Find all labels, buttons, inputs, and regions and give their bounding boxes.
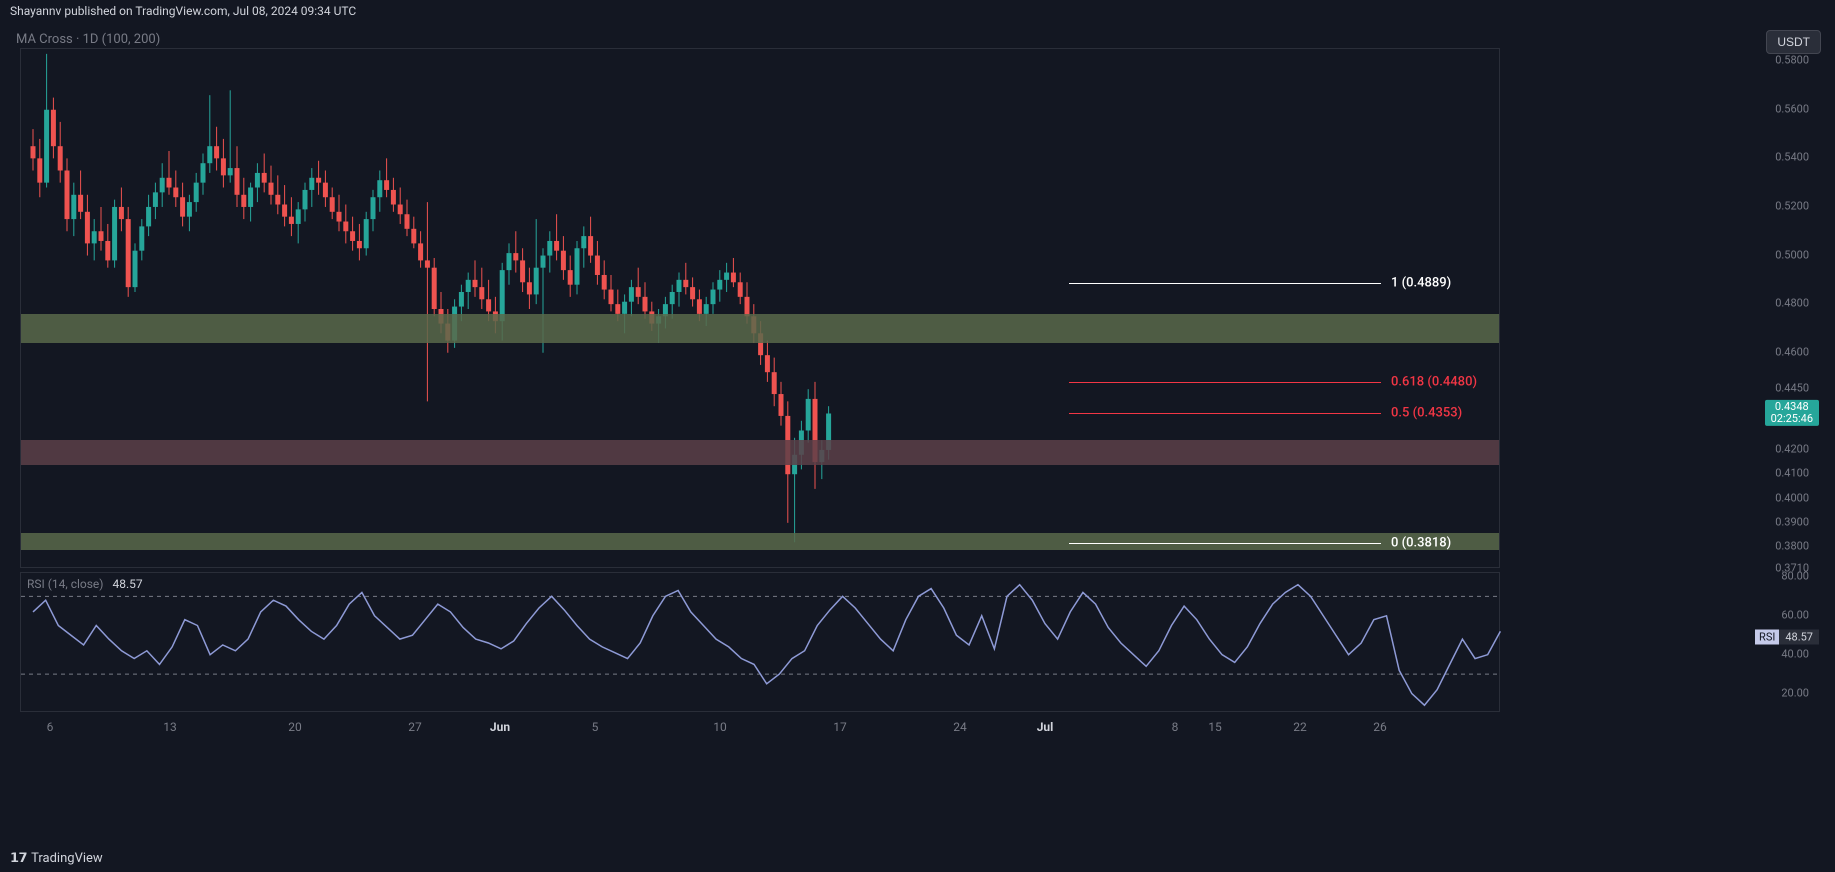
time-tick: Jul bbox=[1037, 720, 1054, 734]
chart-area: MA Cross · 1D (100, 200) USDT 1 (0.4889)… bbox=[10, 24, 1835, 842]
time-tick: 10 bbox=[713, 720, 727, 734]
fib-label: 0.618 (0.4480) bbox=[1391, 374, 1477, 389]
time-tick: 20 bbox=[288, 720, 302, 734]
y-tick: 0.4600 bbox=[1775, 345, 1809, 358]
y-tick: 0.5400 bbox=[1775, 151, 1809, 164]
price-zone bbox=[21, 440, 1499, 464]
rsi-y-tick: 60.00 bbox=[1781, 608, 1809, 621]
time-tick: 22 bbox=[1293, 720, 1307, 734]
y-tick: 0.4800 bbox=[1775, 297, 1809, 310]
brand-text: TradingView bbox=[31, 851, 103, 866]
price-panel[interactable]: 1 (0.4889) 0.618 (0.4480) 0.5 (0.4353) 0 (0… bbox=[20, 48, 1500, 568]
rsi-chart[interactable] bbox=[21, 573, 1501, 713]
price-y-axis: 0.5800 0.5600 0.5400 0.5200 0.5000 0.4800 0.46… bbox=[1763, 48, 1823, 568]
rsi-y-tick: 20.00 bbox=[1781, 686, 1809, 699]
y-tick: 0.5600 bbox=[1775, 102, 1809, 115]
time-tick: 17 bbox=[833, 720, 847, 734]
price-zone bbox=[21, 314, 1499, 343]
fib-label: 0.5 (0.4353) bbox=[1391, 405, 1462, 420]
fib-label: 0 (0.3818) bbox=[1391, 535, 1451, 550]
indicator-label: MA Cross · 1D (100, 200) bbox=[16, 32, 160, 47]
rsi-panel[interactable]: RSI (14, close) 48.57 bbox=[20, 572, 1500, 712]
fib-label: 1 (0.4889) bbox=[1391, 275, 1451, 290]
fib-line[interactable] bbox=[1069, 382, 1381, 384]
fib-line[interactable] bbox=[1069, 413, 1381, 415]
time-tick: 8 bbox=[1172, 720, 1179, 734]
fib-line[interactable] bbox=[1069, 283, 1381, 285]
time-tick: 24 bbox=[953, 720, 967, 734]
current-price-flag: 0.434802:25:46 bbox=[1765, 400, 1819, 426]
rsi-label: RSI (14, close) 48.57 bbox=[27, 577, 143, 591]
time-tick: 15 bbox=[1208, 720, 1222, 734]
time-axis: 6 13 20 27 Jun 5 10 17 24 Jul 8 15 22 26 bbox=[20, 716, 1500, 740]
time-tick: 6 bbox=[47, 720, 54, 734]
y-tick: 0.3900 bbox=[1775, 515, 1809, 528]
y-tick: 0.4000 bbox=[1775, 491, 1809, 504]
publish-text: Shayannv published on TradingView.com, J… bbox=[10, 4, 356, 18]
y-tick: 0.4450 bbox=[1775, 382, 1809, 395]
time-tick: 13 bbox=[163, 720, 177, 734]
rsi-label-text: RSI (14, close) bbox=[27, 577, 103, 591]
rsi-y-tick: 80.00 bbox=[1781, 569, 1809, 582]
publish-header: Shayannv published on TradingView.com, J… bbox=[0, 0, 1835, 24]
time-tick: Jun bbox=[490, 720, 510, 734]
y-tick: 0.3800 bbox=[1775, 540, 1809, 553]
time-tick: 5 bbox=[592, 720, 599, 734]
rsi-value-text: 48.57 bbox=[112, 577, 142, 591]
y-tick: 0.4200 bbox=[1775, 442, 1809, 455]
y-tick: 0.5000 bbox=[1775, 248, 1809, 261]
tradingview-logo-icon: 𝟭𝟳 bbox=[10, 851, 27, 866]
time-tick: 27 bbox=[408, 720, 422, 734]
time-tick: 26 bbox=[1373, 720, 1387, 734]
candlestick-chart[interactable] bbox=[21, 49, 1501, 569]
rsi-value-flag: RSI48.57 bbox=[1755, 631, 1819, 644]
fib-line[interactable] bbox=[1069, 543, 1381, 545]
rsi-y-tick: 40.00 bbox=[1781, 647, 1809, 660]
y-tick: 0.5800 bbox=[1775, 54, 1809, 67]
y-tick: 0.5200 bbox=[1775, 199, 1809, 212]
price-zone bbox=[21, 533, 1499, 550]
y-tick: 0.4100 bbox=[1775, 467, 1809, 480]
currency-button[interactable]: USDT bbox=[1766, 30, 1821, 54]
footer-brand: 𝟭𝟳 TradingView bbox=[10, 851, 103, 866]
